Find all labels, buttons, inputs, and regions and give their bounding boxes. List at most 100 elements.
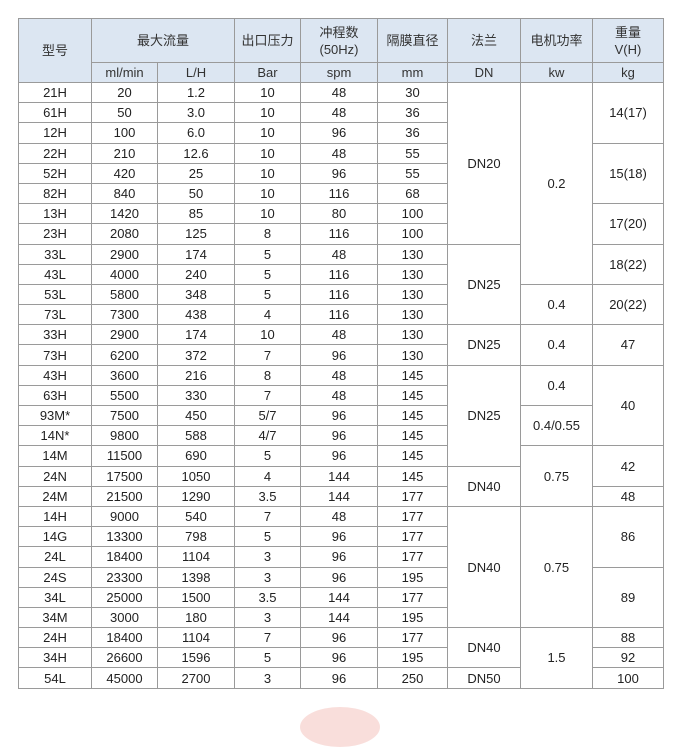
unit-mm: mm [377,62,448,83]
cell-flow-ml-min: 21500 [91,485,158,507]
cell-pressure: 3.5 [234,586,301,608]
cell-flow-l-h: 12.6 [157,142,235,164]
cell-flow-ml-min: 2900 [91,243,158,265]
cell-strokes: 96 [300,344,378,366]
cell-pressure: 8 [234,364,301,386]
cell-diaphragm: 130 [377,243,448,265]
cell-diaphragm: 195 [377,606,448,629]
cell-strokes: 48 [300,384,378,407]
cell-strokes: 144 [300,606,378,629]
cell-flow-ml-min: 3600 [91,364,158,386]
cell-model: 93M* [18,404,92,427]
cell-model: 24H [18,627,92,649]
cell-strokes: 48 [300,102,378,124]
cell-pressure: 7 [234,505,301,528]
cell-pressure: 5/7 [234,404,301,427]
cell-diaphragm: 177 [377,627,448,649]
cell-pressure: 7 [234,344,301,366]
cell-diaphragm: 100 [377,203,448,225]
cell-flow-ml-min: 9800 [91,425,158,447]
cell-model: 82H [18,182,92,205]
cell-weight: 20(22) [592,283,664,326]
cell-flow-ml-min: 7300 [91,304,158,326]
cell-flange: DN20 [447,82,521,245]
cell-flow-ml-min: 17500 [91,465,158,487]
cell-model: 12H [18,122,92,144]
cell-strokes: 116 [300,263,378,285]
cell-weight: 18(22) [592,243,664,285]
cell-pressure: 10 [234,203,301,225]
cell-pressure: 10 [234,162,301,184]
cell-diaphragm: 177 [377,526,448,548]
cell-strokes: 48 [300,324,378,346]
cell-flow-l-h: 1398 [157,566,235,588]
cell-model: 14G [18,526,92,548]
table-row: 13H 1420 85 10 80 100 17(20) [18,203,664,245]
cell-flow-l-h: 50 [157,182,235,205]
cell-flow-l-h: 125 [157,223,235,245]
cell-model: 43H [18,364,92,386]
cell-pressure: 5 [234,445,301,467]
cell-pressure: 3 [234,566,301,588]
cell-flow-l-h: 540 [157,505,235,528]
cell-pressure: 10 [234,102,301,124]
cell-pressure: 4 [234,465,301,487]
cell-flow-ml-min: 45000 [91,667,158,689]
decorative-arc [300,707,380,747]
cell-diaphragm: 177 [377,485,448,507]
cell-weight: 14(17) [592,82,664,144]
cell-flange: DN40 [447,465,521,507]
cell-flow-l-h: 1104 [157,627,235,649]
cell-flow-ml-min: 4000 [91,263,158,285]
cell-flow-ml-min: 6200 [91,344,158,366]
cell-pressure: 5 [234,243,301,265]
cell-strokes: 96 [300,627,378,649]
cell-weight: 86 [592,505,664,568]
cell-flow-ml-min: 18400 [91,627,158,649]
cell-weight: 15(18) [592,142,664,205]
cell-pressure: 10 [234,81,301,104]
cell-flow-l-h: 174 [157,324,235,346]
table-row: 53L 5800 348 5 116 130 0.4 20(22) [18,283,664,326]
cell-diaphragm: 250 [377,667,448,689]
cell-model: 14N* [18,425,92,447]
cell-diaphragm: 130 [377,324,448,346]
cell-flow-ml-min: 50 [91,102,158,124]
cell-diaphragm: 177 [377,546,448,568]
cell-strokes: 96 [300,122,378,144]
cell-pressure: 10 [234,324,301,346]
cell-strokes: 80 [300,203,378,225]
unit-bar: Bar [234,62,301,83]
cell-strokes: 116 [300,223,378,245]
cell-flow-ml-min: 100 [91,122,158,144]
table-row: 93M* 7500 450 5/7 96 145 0.4/0.55 [18,404,664,447]
cell-flow-l-h: 1596 [157,647,235,669]
cell-flow-l-h: 216 [157,364,235,386]
cell-diaphragm: 145 [377,384,448,407]
cell-motor-power: 0.4/0.55 [520,404,593,447]
cell-strokes: 48 [300,81,378,104]
cell-flow-l-h: 798 [157,526,235,548]
cell-strokes: 96 [300,526,378,548]
header-motor-power: 电机功率 [520,18,593,63]
table-row: 14M 11500 690 5 96 145 0.75 42 [18,445,664,507]
cell-flow-ml-min: 2080 [91,223,158,245]
cell-weight: 89 [592,566,664,629]
cell-pressure: 3 [234,667,301,689]
cell-model: 34H [18,647,92,669]
cell-model: 34M [18,606,92,629]
cell-flow-l-h: 1.2 [157,81,235,104]
cell-flow-l-h: 588 [157,425,235,447]
cell-flow-l-h: 450 [157,404,235,427]
cell-strokes: 96 [300,546,378,568]
cell-model: 13H [18,203,92,225]
table-row: 22H 210 12.6 10 48 55 15(18) [18,142,664,205]
cell-flow-ml-min: 420 [91,162,158,184]
cell-flow-ml-min: 3000 [91,606,158,629]
cell-diaphragm: 130 [377,304,448,326]
cell-flange: DN25 [447,364,521,467]
cell-weight: 40 [592,364,664,447]
cell-motor-power: 0.4 [520,324,593,366]
cell-flow-l-h: 174 [157,243,235,265]
table-row: 14G 13300 798 5 96 177 [18,526,664,548]
